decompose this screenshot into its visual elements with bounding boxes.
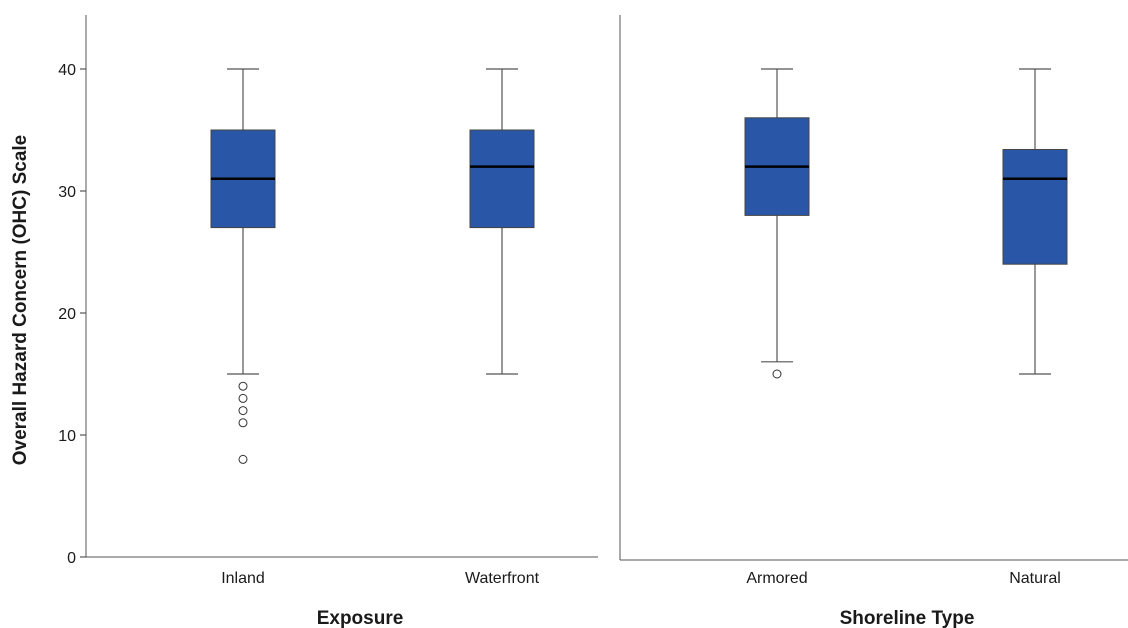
x-category-label: Armored — [746, 570, 807, 587]
outlier-point — [772, 369, 782, 379]
outlier-point — [238, 418, 248, 428]
outlier-point — [238, 393, 248, 403]
y-tick-label: 0 — [67, 550, 76, 567]
iqr-box — [1002, 149, 1068, 265]
x-axis-label: Shoreline Type — [840, 608, 975, 628]
y-tick-label: 20 — [58, 306, 76, 323]
x-category-label: Waterfront — [465, 570, 540, 587]
y-tick-label: 40 — [58, 62, 76, 79]
y-axis-label: Overall Hazard Concern (OHC) Scale — [10, 135, 31, 466]
outlier-point — [238, 454, 248, 464]
iqr-box — [469, 129, 535, 229]
y-tick-label: 10 — [58, 428, 76, 445]
y-tick-label: 30 — [58, 184, 76, 201]
outlier-point — [238, 406, 248, 416]
x-axis-label: Exposure — [317, 608, 404, 628]
outlier-point — [238, 381, 248, 391]
x-category-label: Inland — [221, 570, 265, 587]
x-category-label: Natural — [1009, 570, 1061, 587]
